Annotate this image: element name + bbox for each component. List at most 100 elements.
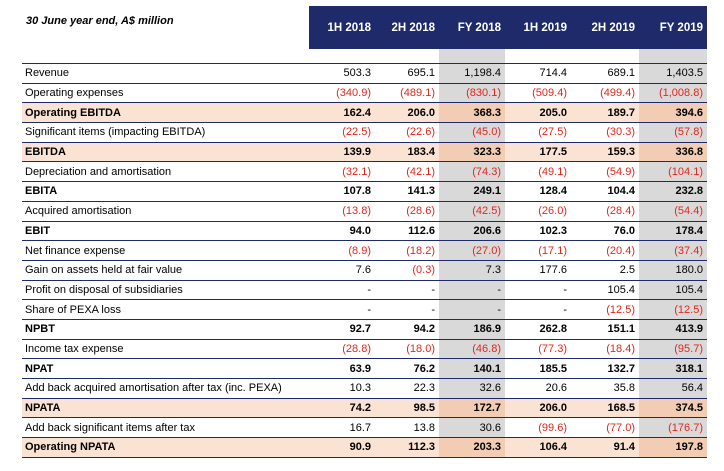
- row-label: Net finance expense: [22, 240, 309, 261]
- cell-value: 206.0: [375, 102, 439, 124]
- cell-value: 197.8: [639, 437, 707, 458]
- cell-value: (18.0): [375, 339, 439, 360]
- cell-value: 105.4: [571, 280, 639, 301]
- cell-value: 323.3: [439, 142, 505, 163]
- cell-value: 336.8: [639, 142, 707, 163]
- table-row: NPATA 74.2 98.5 172.7 206.0 168.5 374.5: [22, 398, 707, 419]
- cell-value: 689.1: [571, 63, 639, 84]
- table-row: Revenue 503.3 695.1 1,198.4 714.4 689.1 1,403.…: [22, 63, 707, 84]
- row-label: Depreciation and amortisation: [22, 161, 309, 183]
- row-label: EBIT: [22, 221, 309, 242]
- cell-value: 16.7: [309, 417, 375, 439]
- cell-value: 98.5: [375, 398, 439, 419]
- cell-value: 177.6: [505, 260, 571, 281]
- cell-value: 203.3: [439, 437, 505, 458]
- cell-value: 92.7: [309, 319, 375, 340]
- cell-value: (0.3): [375, 260, 439, 281]
- row-label: NPATA: [22, 398, 309, 419]
- cell-value: 178.4: [639, 221, 707, 242]
- cell-value: 185.5: [505, 358, 571, 379]
- cell-value: 141.3: [375, 181, 439, 202]
- cell-value: 35.8: [571, 378, 639, 399]
- cell-value: (77.0): [571, 417, 639, 439]
- cell-value: 206.0: [505, 398, 571, 419]
- table-row: EBITA 107.8 141.3 249.1 128.4 104.4 232.8: [22, 181, 707, 202]
- cell-value: 232.8: [639, 181, 707, 202]
- cell-value: (13.8): [309, 201, 375, 222]
- cell-value: (42.5): [439, 201, 505, 222]
- column-header: 2H 2019: [571, 6, 639, 49]
- cell-value: (95.7): [639, 339, 707, 360]
- column-header: 2H 2018: [375, 6, 439, 49]
- cell-value: -: [309, 299, 375, 320]
- cell-value: (26.0): [505, 201, 571, 222]
- cell-value: (45.0): [439, 122, 505, 143]
- cell-value: (28.4): [571, 201, 639, 222]
- row-label: EBITDA: [22, 142, 309, 163]
- cell-value: (28.8): [309, 339, 375, 360]
- cell-value: (20.4): [571, 240, 639, 261]
- cell-value: 189.7: [571, 102, 639, 124]
- cell-value: 30.6: [439, 417, 505, 439]
- cell-value: 20.6: [505, 378, 571, 399]
- table-row: Operating expenses (340.9) (489.1) (830.1)(…: [22, 83, 707, 104]
- cell-value: (77.3): [505, 339, 571, 360]
- cell-value: 168.5: [571, 398, 639, 419]
- table-row: Add back significant items after tax 16.7…: [22, 417, 707, 439]
- cell-value: 162.4: [309, 102, 375, 124]
- row-label: Operating EBITDA: [22, 102, 309, 124]
- table-row: Profit on disposal of subsidiaries - - - -10…: [22, 280, 707, 301]
- cell-value: -: [309, 280, 375, 301]
- row-label: EBITA: [22, 181, 309, 202]
- cell-value: 186.9: [439, 319, 505, 340]
- cell-value: 180.0: [639, 260, 707, 281]
- cell-value: (340.9): [309, 83, 375, 104]
- cell-value: (12.5): [571, 299, 639, 320]
- cell-value: (1,008.8): [639, 83, 707, 104]
- cell-value: (18.2): [375, 240, 439, 261]
- cell-value: 91.4: [571, 437, 639, 458]
- cell-value: (30.3): [571, 122, 639, 143]
- cell-value: 112.3: [375, 437, 439, 458]
- cell-value: (104.1): [639, 161, 707, 183]
- row-label: Revenue: [22, 63, 309, 84]
- header-row: 30 June year end, A$ million 1H 2018 2H …: [22, 6, 707, 49]
- column-header: 1H 2018: [309, 6, 375, 49]
- cell-value: -: [439, 280, 505, 301]
- row-label: Share of PEXA loss: [22, 299, 309, 320]
- cell-value: 1,198.4: [439, 63, 505, 84]
- cell-value: (509.4): [505, 83, 571, 104]
- row-label: Add back acquired amortisation after tax…: [22, 378, 309, 399]
- cell-value: (27.0): [439, 240, 505, 261]
- cell-value: 2.5: [571, 260, 639, 281]
- header-label: 30 June year end, A$ million: [22, 6, 309, 49]
- cell-value: 714.4: [505, 63, 571, 84]
- column-header: FY 2019: [639, 6, 707, 49]
- financial-table: 30 June year end, A$ million 1H 2018 2H …: [22, 6, 707, 458]
- table-row: Gain on assets held at fair value 7.6 (0.3…: [22, 260, 707, 281]
- cell-value: (49.1): [505, 161, 571, 183]
- cell-value: -: [505, 299, 571, 320]
- cell-value: (18.4): [571, 339, 639, 360]
- table-row: Operating EBITDA 162.4 206.0 368.3 205.0 189.…: [22, 102, 707, 124]
- row-label: NPBT: [22, 319, 309, 340]
- cell-value: (17.1): [505, 240, 571, 261]
- cell-value: 10.3: [309, 378, 375, 399]
- cell-value: 105.4: [639, 280, 707, 301]
- cell-value: 76.2: [375, 358, 439, 379]
- cell-value: 7.6: [309, 260, 375, 281]
- cell-value: 205.0: [505, 102, 571, 124]
- cell-value: 368.3: [439, 102, 505, 124]
- column-header: 1H 2019: [505, 6, 571, 49]
- row-label: Profit on disposal of subsidiaries: [22, 280, 309, 301]
- cell-value: -: [375, 299, 439, 320]
- cell-value: (54.9): [571, 161, 639, 183]
- cell-value: 183.4: [375, 142, 439, 163]
- cell-value: 132.7: [571, 358, 639, 379]
- cell-value: 374.5: [639, 398, 707, 419]
- row-label: NPAT: [22, 358, 309, 379]
- cell-value: 107.8: [309, 181, 375, 202]
- cell-value: (37.4): [639, 240, 707, 261]
- table-row: NPAT 63.9 76.2 140.1 185.5 132.7 318.1: [22, 358, 707, 379]
- cell-value: 90.9: [309, 437, 375, 458]
